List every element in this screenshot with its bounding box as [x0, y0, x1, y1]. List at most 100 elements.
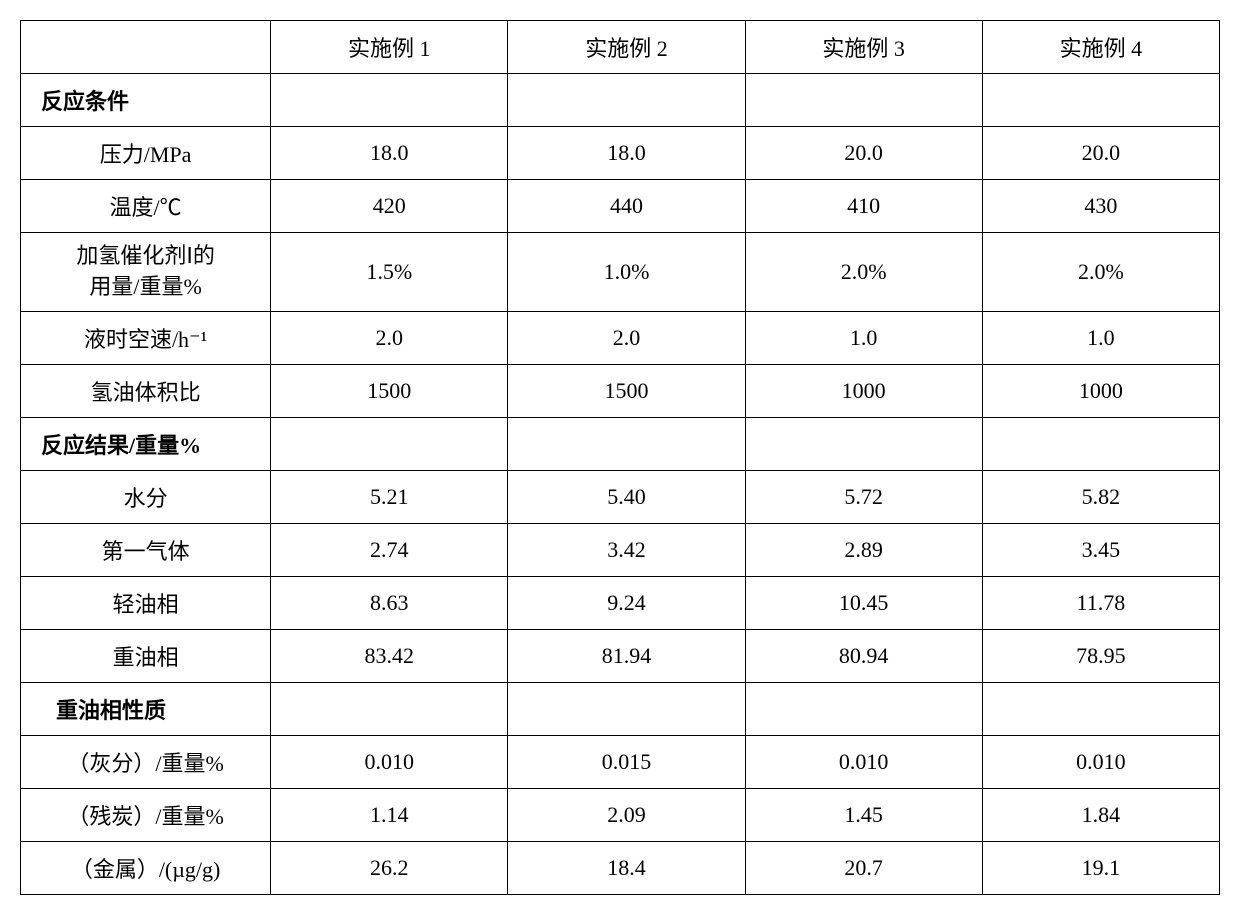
section-title-1: 反应条件	[21, 74, 271, 127]
data-cell: 20.0	[982, 127, 1219, 180]
data-cell: 2.0	[271, 311, 508, 364]
empty-cell	[982, 682, 1219, 735]
data-row: 温度/℃ 420 440 410 430	[21, 180, 1220, 233]
data-cell: 0.010	[271, 735, 508, 788]
data-cell: 1000	[982, 364, 1219, 417]
data-cell: 5.21	[271, 470, 508, 523]
data-cell: 0.010	[982, 735, 1219, 788]
data-cell: 2.0%	[745, 233, 982, 312]
data-cell: 410	[745, 180, 982, 233]
empty-cell	[745, 682, 982, 735]
row-label: 压力/MPa	[21, 127, 271, 180]
data-cell: 8.63	[271, 576, 508, 629]
data-cell: 26.2	[271, 841, 508, 894]
row-label: （残炭）/重量%	[21, 788, 271, 841]
data-cell: 1500	[271, 364, 508, 417]
header-cell-4: 实施例 4	[982, 21, 1219, 74]
header-cell-1: 实施例 1	[271, 21, 508, 74]
data-table: 实施例 1 实施例 2 实施例 3 实施例 4 反应条件 压力/MPa 18.0…	[20, 20, 1220, 895]
header-cell-3: 实施例 3	[745, 21, 982, 74]
data-cell: 1.14	[271, 788, 508, 841]
data-cell: 11.78	[982, 576, 1219, 629]
data-cell: 20.7	[745, 841, 982, 894]
data-row: 液时空速/h⁻¹ 2.0 2.0 1.0 1.0	[21, 311, 1220, 364]
header-cell-empty	[21, 21, 271, 74]
data-cell: 80.94	[745, 629, 982, 682]
section-title-3: 重油相性质	[21, 682, 271, 735]
data-row: （灰分）/重量% 0.010 0.015 0.010 0.010	[21, 735, 1220, 788]
empty-cell	[271, 682, 508, 735]
row-label: （灰分）/重量%	[21, 735, 271, 788]
row-label: （金属）/(µg/g)	[21, 841, 271, 894]
data-cell: 2.74	[271, 523, 508, 576]
data-cell: 3.42	[508, 523, 745, 576]
data-cell: 10.45	[745, 576, 982, 629]
row-label: 温度/℃	[21, 180, 271, 233]
row-label: 水分	[21, 470, 271, 523]
data-cell: 1500	[508, 364, 745, 417]
data-cell: 0.010	[745, 735, 982, 788]
empty-cell	[982, 74, 1219, 127]
data-cell: 83.42	[271, 629, 508, 682]
data-row: 第一气体 2.74 3.42 2.89 3.45	[21, 523, 1220, 576]
section-title-2: 反应结果/重量%	[21, 417, 271, 470]
data-cell: 5.40	[508, 470, 745, 523]
header-cell-2: 实施例 2	[508, 21, 745, 74]
empty-cell	[745, 74, 982, 127]
row-label-twoline: 加氢催化剂Ⅰ的 用量/重量%	[21, 233, 271, 312]
data-row: （残炭）/重量% 1.14 2.09 1.45 1.84	[21, 788, 1220, 841]
data-cell: 2.0%	[982, 233, 1219, 312]
section-row: 反应结果/重量%	[21, 417, 1220, 470]
data-row: 加氢催化剂Ⅰ的 用量/重量% 1.5% 1.0% 2.0% 2.0%	[21, 233, 1220, 312]
data-cell: 81.94	[508, 629, 745, 682]
label-line2: 用量/重量%	[89, 274, 201, 299]
label-line1: 加氢催化剂Ⅰ的	[76, 243, 215, 268]
data-cell: 18.0	[271, 127, 508, 180]
data-cell: 18.4	[508, 841, 745, 894]
data-row: 氢油体积比 1500 1500 1000 1000	[21, 364, 1220, 417]
data-cell: 2.09	[508, 788, 745, 841]
empty-cell	[271, 74, 508, 127]
data-cell: 9.24	[508, 576, 745, 629]
empty-cell	[745, 417, 982, 470]
data-row: 水分 5.21 5.40 5.72 5.82	[21, 470, 1220, 523]
row-label: 重油相	[21, 629, 271, 682]
data-cell: 1.84	[982, 788, 1219, 841]
row-label: 液时空速/h⁻¹	[21, 311, 271, 364]
data-cell: 440	[508, 180, 745, 233]
data-cell: 19.1	[982, 841, 1219, 894]
data-cell: 1.5%	[271, 233, 508, 312]
data-row: 轻油相 8.63 9.24 10.45 11.78	[21, 576, 1220, 629]
table-body: 实施例 1 实施例 2 实施例 3 实施例 4 反应条件 压力/MPa 18.0…	[21, 21, 1220, 895]
empty-cell	[982, 417, 1219, 470]
data-cell: 1.45	[745, 788, 982, 841]
data-row: （金属）/(µg/g) 26.2 18.4 20.7 19.1	[21, 841, 1220, 894]
row-label: 第一气体	[21, 523, 271, 576]
data-cell: 78.95	[982, 629, 1219, 682]
data-cell: 430	[982, 180, 1219, 233]
data-cell: 1.0%	[508, 233, 745, 312]
data-cell: 420	[271, 180, 508, 233]
data-cell: 5.82	[982, 470, 1219, 523]
data-cell: 5.72	[745, 470, 982, 523]
empty-cell	[508, 417, 745, 470]
data-row: 压力/MPa 18.0 18.0 20.0 20.0	[21, 127, 1220, 180]
row-label: 轻油相	[21, 576, 271, 629]
data-cell: 2.0	[508, 311, 745, 364]
data-cell: 3.45	[982, 523, 1219, 576]
data-cell: 1.0	[745, 311, 982, 364]
data-cell: 1.0	[982, 311, 1219, 364]
data-row: 重油相 83.42 81.94 80.94 78.95	[21, 629, 1220, 682]
section-row: 重油相性质	[21, 682, 1220, 735]
data-cell: 18.0	[508, 127, 745, 180]
empty-cell	[508, 682, 745, 735]
section-row: 反应条件	[21, 74, 1220, 127]
header-row: 实施例 1 实施例 2 实施例 3 实施例 4	[21, 21, 1220, 74]
row-label: 氢油体积比	[21, 364, 271, 417]
data-cell: 20.0	[745, 127, 982, 180]
data-cell: 1000	[745, 364, 982, 417]
empty-cell	[271, 417, 508, 470]
data-cell: 0.015	[508, 735, 745, 788]
empty-cell	[508, 74, 745, 127]
data-cell: 2.89	[745, 523, 982, 576]
